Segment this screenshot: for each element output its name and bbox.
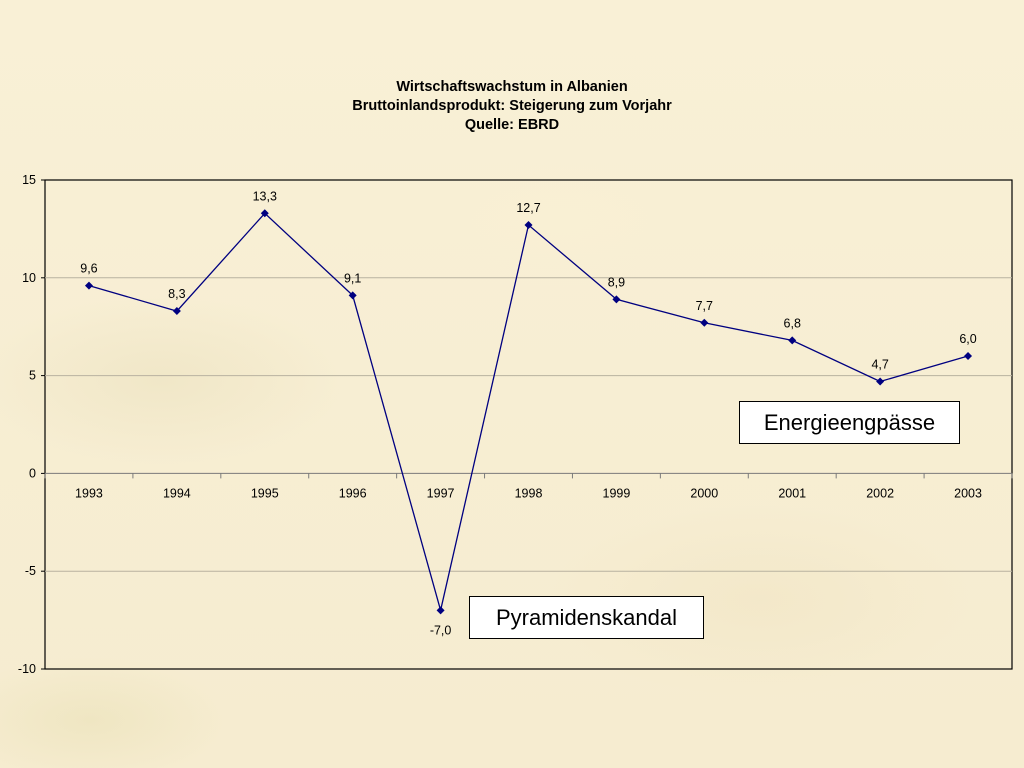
x-tick-label: 1995 xyxy=(251,486,279,500)
x-tick-label: 1998 xyxy=(515,486,543,500)
y-tick-label: -10 xyxy=(18,662,36,676)
data-label: 13,3 xyxy=(253,189,277,203)
data-label: 8,3 xyxy=(168,287,185,301)
x-tick-label: 1999 xyxy=(603,486,631,500)
data-point xyxy=(436,606,445,615)
data-label: 9,1 xyxy=(344,271,361,285)
data-label: 12,7 xyxy=(516,201,540,215)
x-tick-label: 2001 xyxy=(778,486,806,500)
data-label: -7,0 xyxy=(430,623,452,637)
x-tick-label: 1993 xyxy=(75,486,103,500)
y-tick-label: 15 xyxy=(22,173,36,187)
data-label: 6,0 xyxy=(959,332,976,346)
y-tick-label: -5 xyxy=(25,564,36,578)
data-point xyxy=(612,295,621,304)
x-tick-label: 1997 xyxy=(427,486,455,500)
y-tick-label: 5 xyxy=(29,369,36,383)
data-label: 6,8 xyxy=(784,316,801,330)
data-point xyxy=(260,209,269,218)
data-point xyxy=(524,220,533,229)
data-point xyxy=(964,352,973,361)
data-point xyxy=(84,281,93,290)
x-tick-label: 2000 xyxy=(690,486,718,500)
y-tick-label: 10 xyxy=(22,271,36,285)
data-point xyxy=(172,307,181,316)
data-label: 4,7 xyxy=(871,357,888,371)
annotation-pyramidenskandal: Pyramidenskandal xyxy=(469,596,704,639)
y-tick-label: 0 xyxy=(29,466,36,480)
data-label: 9,6 xyxy=(80,262,97,276)
data-label: 8,9 xyxy=(608,275,625,289)
x-tick-label: 2003 xyxy=(954,486,982,500)
x-tick-label: 2002 xyxy=(866,486,894,500)
data-label: 7,7 xyxy=(696,299,713,313)
data-point xyxy=(348,291,357,300)
chart-subtitle: Bruttoinlandsprodukt: Steigerung zum Vor… xyxy=(352,98,672,114)
data-point xyxy=(700,318,709,327)
chart-title-block: Wirtschaftswachstum in Albanien Bruttoin… xyxy=(0,78,1024,135)
annotation-energieengpaesse: Energieengpässe xyxy=(739,401,960,444)
x-tick-label: 1994 xyxy=(163,486,191,500)
data-point xyxy=(876,377,885,386)
plot-area xyxy=(44,179,1013,670)
chart-source: Quelle: EBRD xyxy=(464,117,560,133)
chart-title: Wirtschaftswachstum in Albanien xyxy=(396,79,628,95)
x-tick-label: 1996 xyxy=(339,486,367,500)
data-point xyxy=(788,336,797,345)
